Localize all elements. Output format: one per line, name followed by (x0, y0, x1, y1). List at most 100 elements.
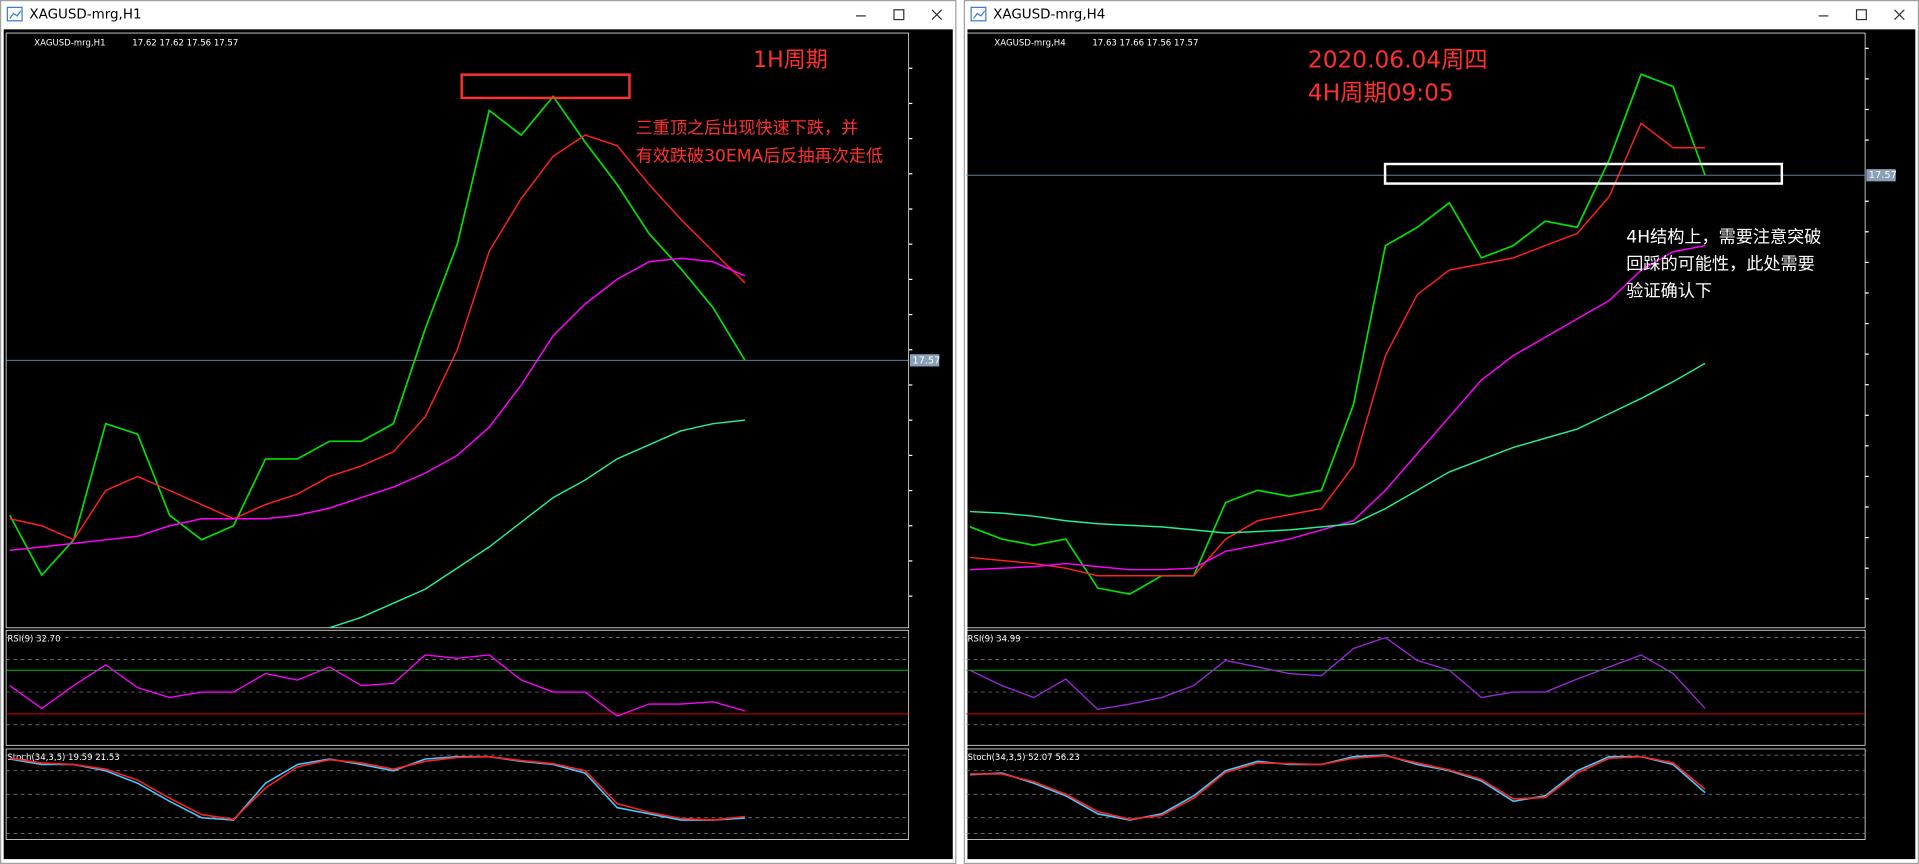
maximize-button[interactable] (1855, 9, 1867, 21)
indicator-label: Stoch(34,3,5) 52.07 56.23 (967, 753, 1079, 763)
x-tick-label: 3 Jun 02:00 (649, 842, 705, 853)
x-tick-label: 7 May 20:00 (1226, 842, 1287, 853)
y-tick-label: 17.10 (915, 521, 943, 532)
y-tick-label: 100.00 (915, 751, 945, 761)
rsi-line (9, 654, 746, 717)
x-tick-label: 2 Jun 09:00 (585, 842, 641, 853)
window-title: XAGUSD-mrg,H1 (29, 8, 141, 23)
y-tick-label: 17.00 (1871, 257, 1899, 268)
x-tick-label: 2 Jun 20:00 (1673, 842, 1729, 853)
y-tick-label: 18.20 (1871, 74, 1899, 85)
y-tick-label: 15.60 (1871, 471, 1899, 482)
x-tick-label: 15 May 00:00 (1353, 842, 1420, 853)
y-tick-label: 16.40 (1871, 349, 1899, 360)
annotation-text: 回踩的可能性，此处需要 (1626, 254, 1814, 274)
annotation-text: 1H周期 (753, 48, 828, 73)
chart-symbol: XAGUSD-mrg,H4 (994, 38, 1065, 48)
maximize-button[interactable] (893, 9, 905, 21)
x-tick-label: 19 May 12:00 (1417, 842, 1484, 853)
y-tick-label: 17.20 (1871, 227, 1899, 238)
y-tick-label: 18.30 (915, 98, 943, 109)
y-tick-label: 50.00 (915, 790, 939, 800)
annotation-text: 有效跌破30EMA后反抽再次走低 (636, 147, 884, 167)
x-tick-label: 28 May 13:00 (329, 842, 396, 853)
y-tick-label: 18.00 (915, 204, 943, 215)
x-tick-label: 22 May 2020 (10, 842, 74, 853)
y-tick-label: 15.40 (1871, 502, 1899, 513)
close-button[interactable] (1894, 9, 1905, 21)
moving-average (329, 419, 746, 629)
current-price-label: 17.57 (912, 355, 940, 366)
y-tick-label: 15.80 (1871, 441, 1899, 452)
y-tick-label: 17.20 (915, 486, 943, 497)
moving-average (969, 362, 1706, 534)
y-tick-label: 20.00 (915, 720, 939, 730)
y-tick-label: 16.20 (1871, 380, 1899, 391)
y-tick-label: 17.60 (915, 345, 943, 356)
x-tick-label: 23 Apr 2020 (970, 842, 1031, 853)
y-tick-label: 17.40 (915, 415, 943, 426)
y-tick-label: 80.00 (1871, 766, 1895, 776)
y-tick-label: 16.90 (915, 591, 943, 602)
y-tick-label: 17.50 (915, 380, 943, 391)
close-button[interactable] (931, 9, 943, 21)
y-tick-label: 100.00 (1871, 751, 1901, 761)
rsi-line (969, 636, 1706, 711)
x-tick-label: 27 May 20:00 (266, 842, 333, 853)
highlight-box (460, 73, 631, 100)
y-tick-label: 100.00 (1871, 633, 1901, 643)
chart-ohlc: 17.63 17.66 17.56 17.57 (1092, 38, 1198, 48)
y-tick-label: 17.90 (915, 239, 943, 250)
y-tick-label: 50.00 (915, 688, 939, 698)
annotation-text: 2020.06.04周四 (1308, 47, 1488, 74)
annotation-text: 4H结构上，需要注意突破 (1626, 227, 1821, 247)
y-tick-label: 80.00 (915, 766, 939, 776)
y-tick-label: 50.00 (1871, 790, 1895, 800)
x-tick-label: 22 May 04:00 (1481, 842, 1548, 853)
current-price-box (1866, 169, 1896, 182)
panel-border (5, 32, 910, 629)
x-tick-label: 29 May 06:00 (393, 842, 460, 853)
y-tick-label: 17.80 (1871, 135, 1899, 146)
current-price-label: 17.57 (1869, 170, 1897, 181)
y-tick-label: 18.40 (915, 63, 943, 74)
annotation-text: 4H周期09:05 (1308, 80, 1454, 107)
y-tick-label: 17.80 (915, 274, 943, 285)
x-tick-label: 26 May 16:00 (1545, 842, 1612, 853)
y-tick-label: 16.60 (1871, 319, 1899, 330)
moving-average (969, 122, 1706, 577)
indicator-label: Stoch(34,3,5) 19.59 21.53 (7, 753, 119, 763)
price-line (969, 73, 1706, 596)
x-tick-label: 28 Apr 00:00 (1034, 842, 1098, 853)
y-tick-label: 16.80 (1871, 288, 1899, 299)
y-tick-label: 18.20 (915, 134, 943, 145)
annotation-text: 三重顶之后出现快速下跌，并 (636, 119, 859, 139)
x-tick-label: 29 May 08:00 (1609, 842, 1676, 853)
y-tick-label: 18.40 (1871, 43, 1899, 54)
y-tick-label: 20.00 (915, 813, 939, 823)
y-tick-label: 17.70 (915, 310, 943, 321)
y-tick-label: 15.20 (1871, 533, 1899, 544)
y-tick-label: 17.40 (1871, 196, 1899, 207)
stoch-line (9, 755, 745, 821)
y-tick-label: 0.00 (915, 829, 934, 839)
panel-border (965, 629, 1866, 746)
current-price-box (909, 354, 940, 367)
y-tick-label: 20.00 (1871, 813, 1895, 823)
price-line (9, 95, 746, 577)
x-tick-label: 1 Jun 16:00 (521, 842, 577, 853)
window-icon-line (973, 10, 986, 19)
x-tick-label: 25 May 14:00 (74, 842, 141, 853)
indicator-label: RSI(9) 34.99 (967, 634, 1020, 644)
moving-average (9, 134, 746, 541)
y-tick-label: 50.00 (1871, 688, 1895, 698)
y-tick-label: 18.10 (915, 169, 943, 180)
stoch-line (969, 755, 1706, 821)
chart-area (3, 29, 953, 860)
highlight-box (1383, 162, 1784, 185)
y-tick-label: 18.00 (1871, 104, 1899, 115)
y-tick-label: 80.00 (1871, 655, 1895, 665)
stoch-line (9, 755, 746, 821)
